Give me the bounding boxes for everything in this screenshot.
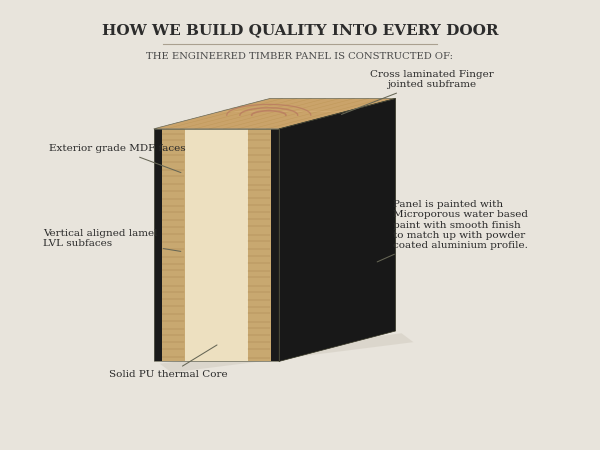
Polygon shape [271, 129, 279, 361]
Text: THE ENGINEERED TIMBER PANEL IS CONSTRUCTED OF:: THE ENGINEERED TIMBER PANEL IS CONSTRUCT… [146, 52, 454, 61]
Text: Cross laminated Finger
jointed subframe: Cross laminated Finger jointed subframe [341, 70, 493, 114]
Polygon shape [154, 99, 395, 129]
Polygon shape [248, 129, 271, 361]
Polygon shape [279, 99, 395, 361]
Text: HOW WE BUILD QUALITY INTO EVERY DOOR: HOW WE BUILD QUALITY INTO EVERY DOOR [102, 23, 498, 37]
Polygon shape [154, 129, 162, 361]
Text: Panel is painted with
Microporous water based
paint with smooth finish
to match : Panel is painted with Microporous water … [377, 200, 527, 262]
Polygon shape [160, 333, 413, 373]
Text: Vertical aligned lamel
LVL subfaces: Vertical aligned lamel LVL subfaces [43, 229, 181, 252]
Text: Solid PU thermal Core: Solid PU thermal Core [109, 345, 227, 379]
Polygon shape [162, 129, 185, 361]
Polygon shape [185, 129, 248, 361]
Text: Exterior grade MDF faces: Exterior grade MDF faces [49, 144, 186, 173]
